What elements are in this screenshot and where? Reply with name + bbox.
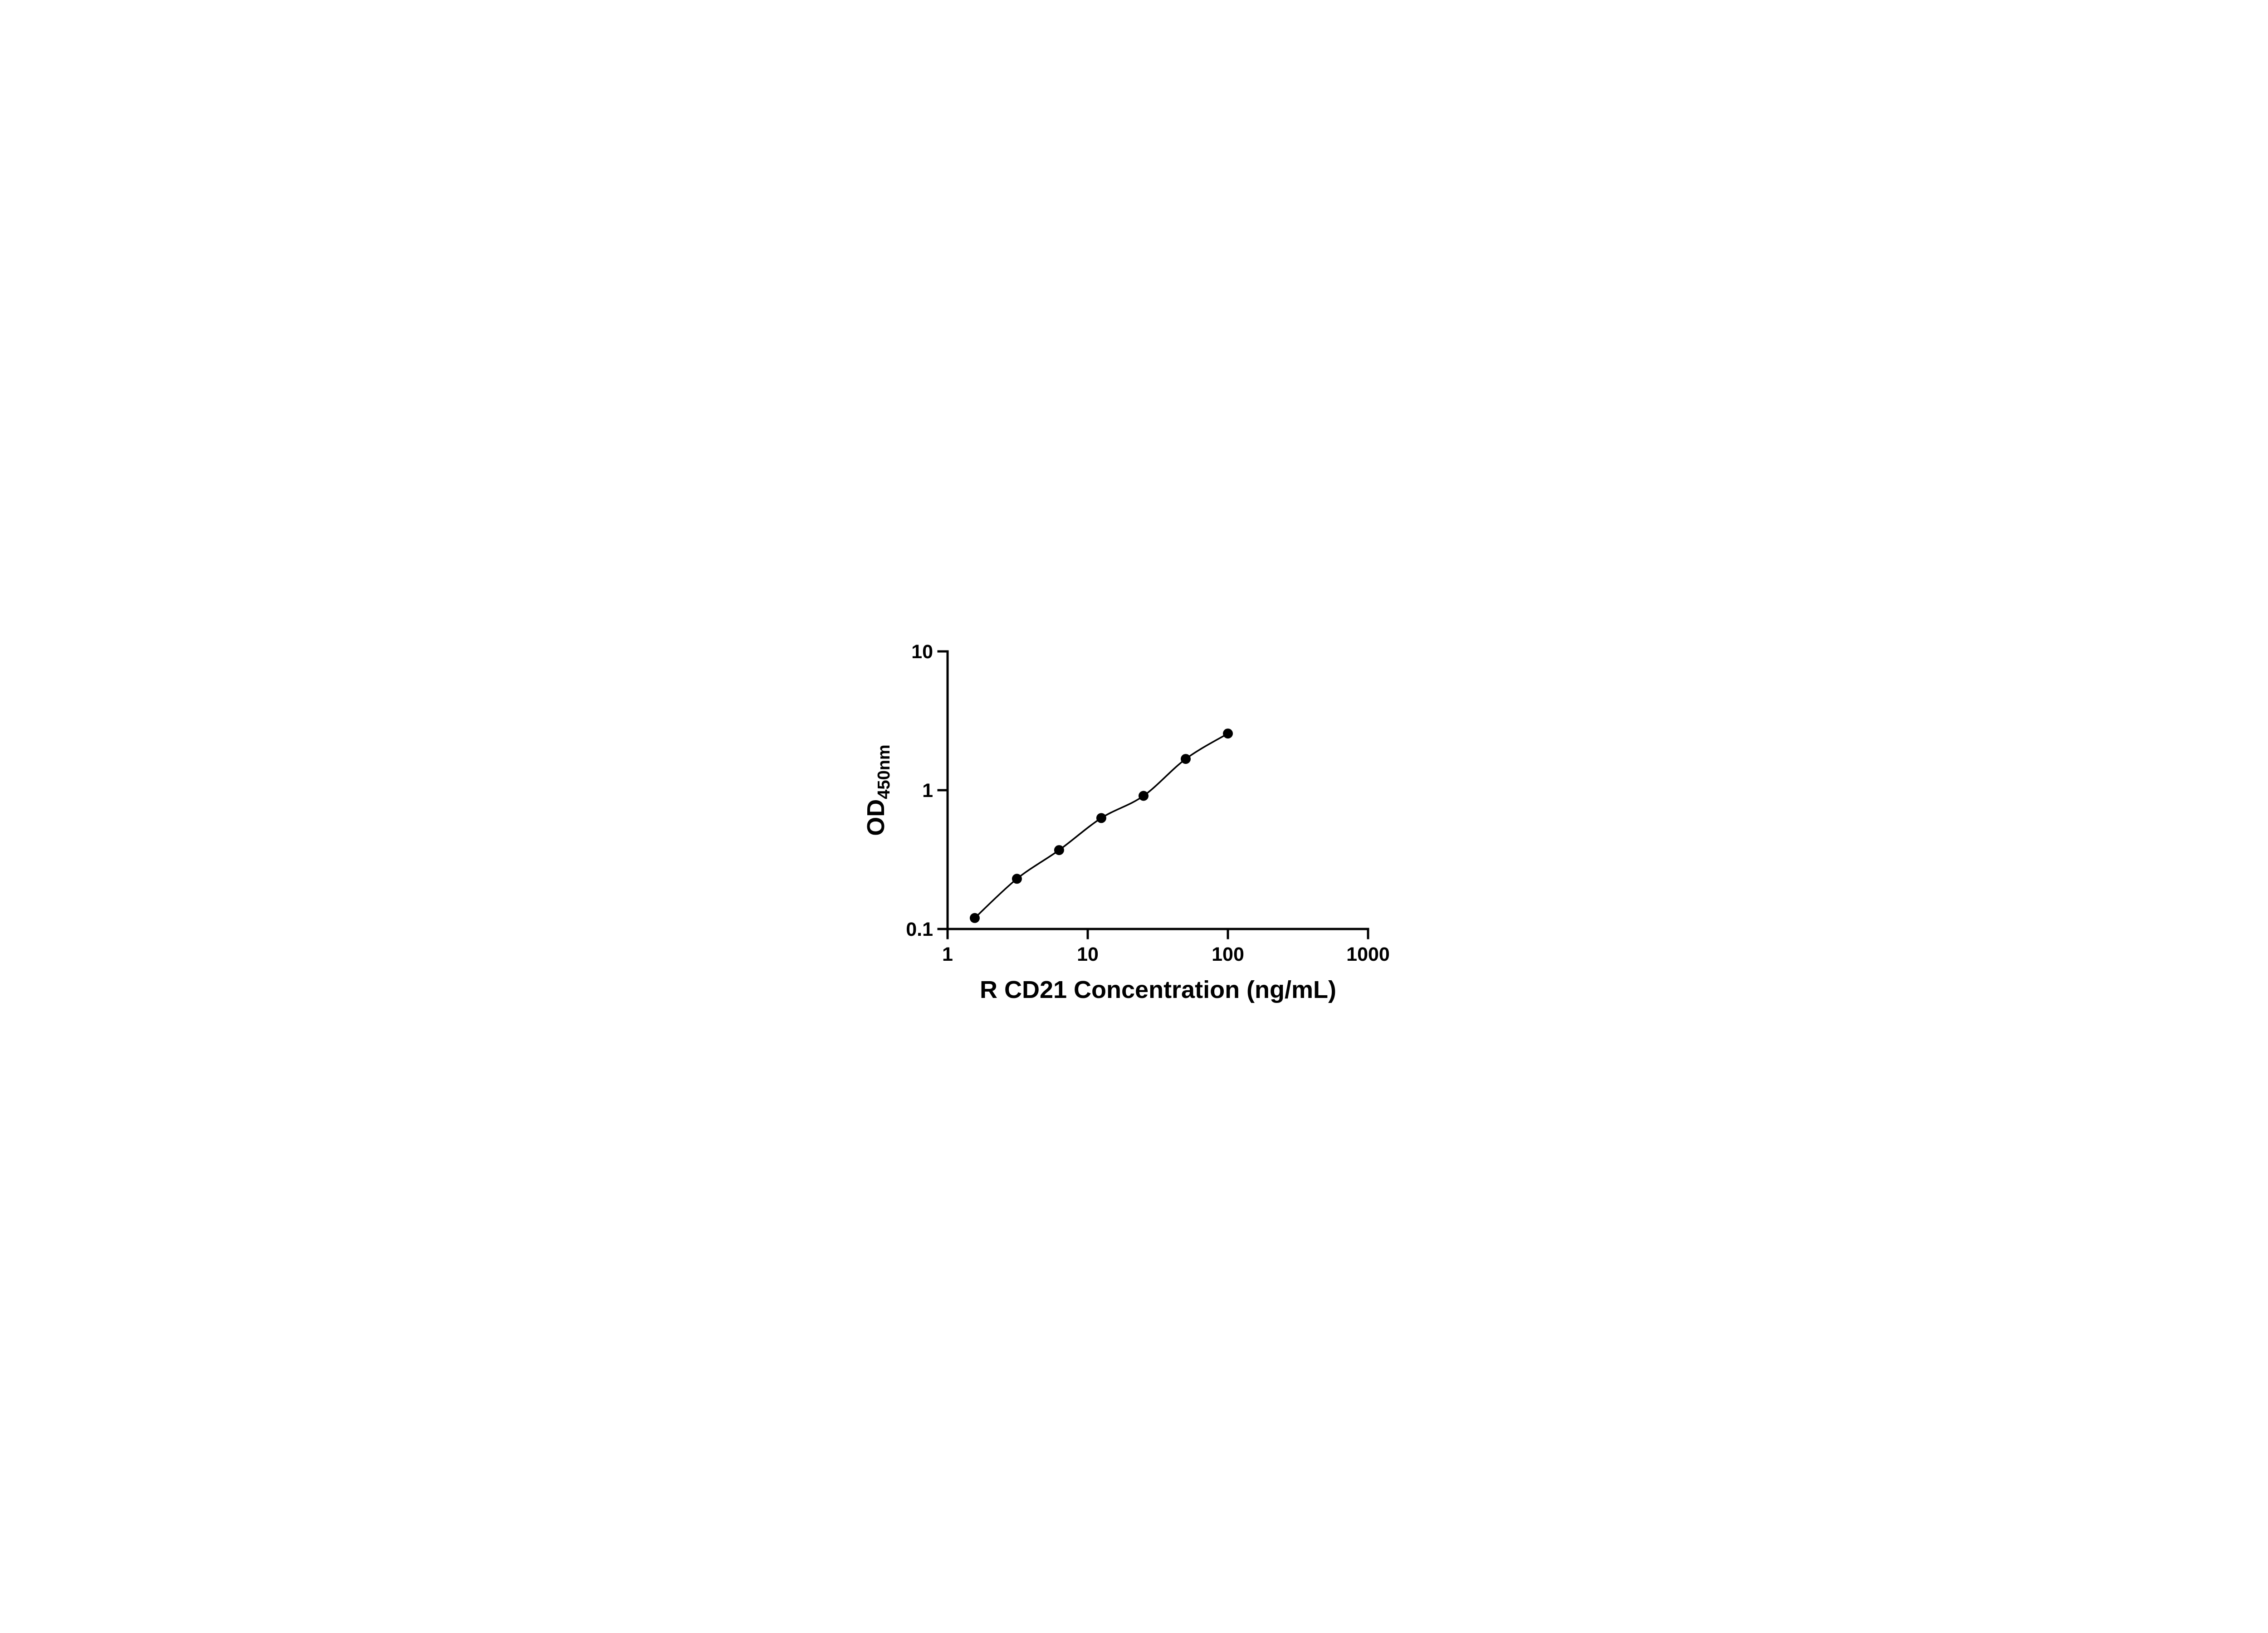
- axes: [946, 650, 1369, 930]
- ticks: [937, 650, 1369, 939]
- data-point: [1223, 728, 1233, 739]
- y-tick-label: 0.1: [906, 919, 933, 940]
- data-point: [969, 913, 980, 923]
- x-tick-label: 1: [942, 944, 953, 965]
- x-axis-title: R CD21 Concentration (ng/mL): [980, 976, 1336, 1003]
- y-axis-title-subscript: 450nm: [875, 744, 894, 799]
- chart-canvas: 1 10 100 1000 0.1 1 10 R CD21 Concentration (n…: [848, 612, 1420, 1021]
- tick-labels: 1 10 100 1000 0.1 1 10: [906, 641, 1390, 965]
- data-point: [1139, 791, 1149, 801]
- y-axis-title: OD450nm: [862, 744, 894, 836]
- data-point: [1012, 874, 1022, 884]
- x-tick-label: 1000: [1346, 944, 1390, 965]
- x-tick-label: 10: [1077, 944, 1099, 965]
- data-point: [1096, 813, 1106, 823]
- data-series: [969, 728, 1233, 923]
- y-tick-label: 10: [911, 641, 933, 663]
- y-axis-title-base: OD: [862, 799, 890, 836]
- standard-curve-figure: 1 10 100 1000 0.1 1 10 R CD21 Concentration (n…: [848, 612, 1420, 1021]
- data-point: [1054, 845, 1064, 856]
- y-tick-label: 1: [922, 780, 933, 802]
- data-point: [1181, 754, 1191, 764]
- x-tick-label: 100: [1212, 944, 1244, 965]
